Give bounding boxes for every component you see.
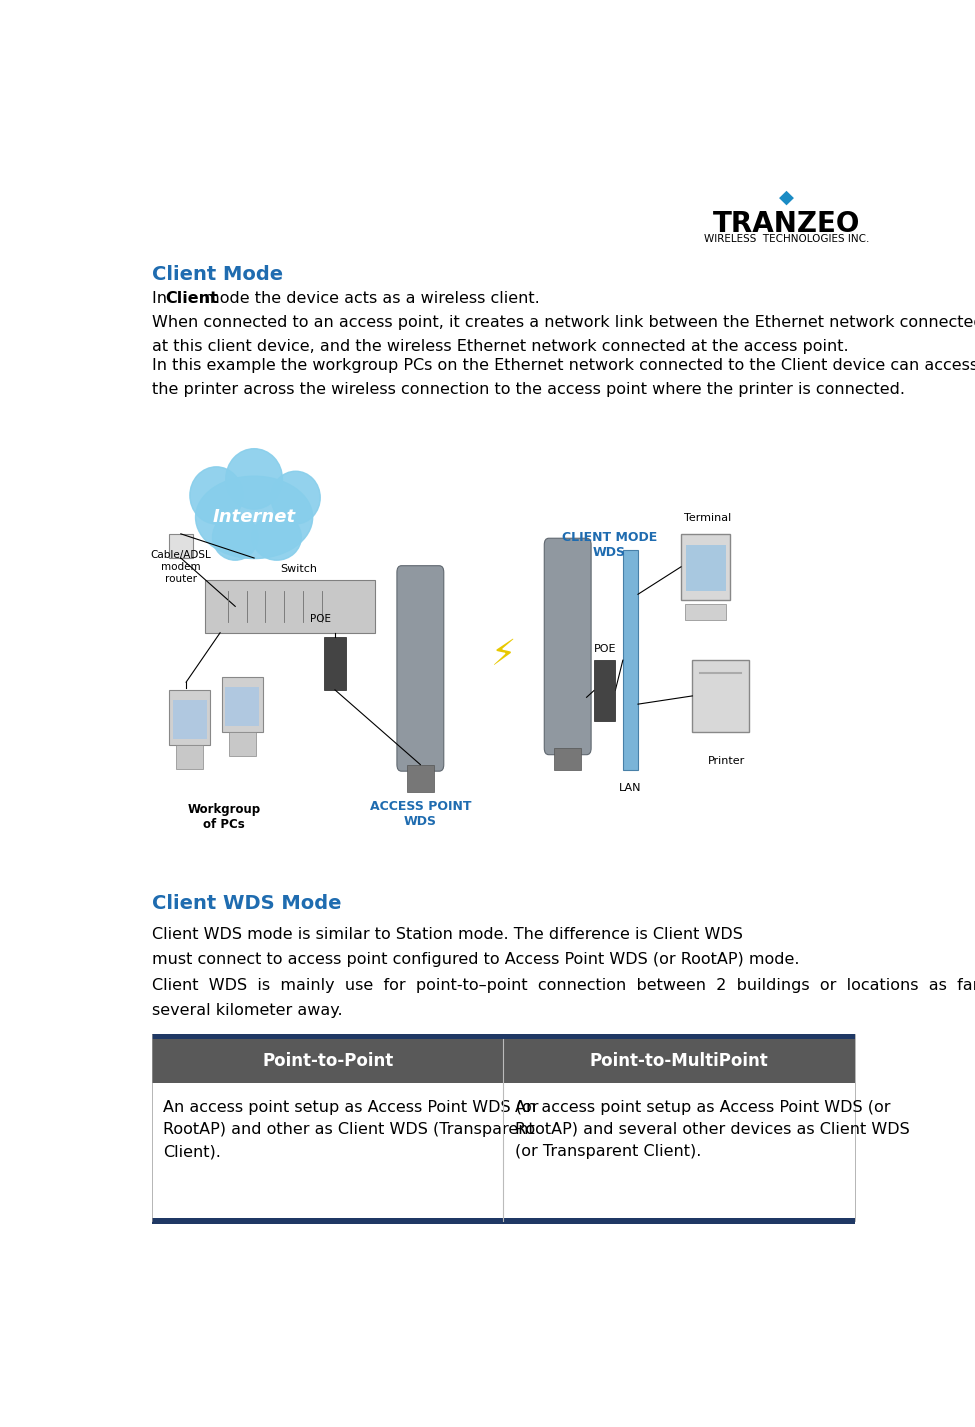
Ellipse shape	[226, 448, 283, 509]
Text: mode the device acts as a wireless client.: mode the device acts as a wireless clien…	[199, 291, 540, 305]
Text: In: In	[152, 291, 173, 305]
Ellipse shape	[253, 514, 301, 561]
Text: must connect to access point configured to Access Point WDS (or RootAP) mode.: must connect to access point configured …	[152, 952, 800, 968]
Text: Internet: Internet	[213, 508, 295, 527]
Text: When connected to an access point, it creates a network link between the Etherne: When connected to an access point, it cr…	[152, 315, 975, 330]
Text: CLIENT MODE
WDS: CLIENT MODE WDS	[562, 531, 657, 558]
Text: Point-to-MultiPoint: Point-to-MultiPoint	[590, 1052, 768, 1070]
FancyBboxPatch shape	[397, 565, 444, 771]
Text: LAN: LAN	[619, 783, 642, 793]
Text: WIRELESS  TECHNOLOGIES INC.: WIRELESS TECHNOLOGIES INC.	[704, 234, 870, 244]
Text: Switch: Switch	[280, 565, 317, 575]
FancyBboxPatch shape	[325, 636, 345, 689]
FancyBboxPatch shape	[685, 545, 725, 591]
Text: Point-to-Point: Point-to-Point	[262, 1052, 393, 1070]
Text: TRANZEO: TRANZEO	[713, 210, 861, 238]
FancyBboxPatch shape	[623, 551, 638, 771]
FancyBboxPatch shape	[152, 1039, 855, 1083]
FancyBboxPatch shape	[169, 689, 211, 745]
Text: ACCESS POINT
WDS: ACCESS POINT WDS	[370, 799, 471, 828]
FancyBboxPatch shape	[205, 579, 375, 632]
Text: ◆: ◆	[779, 188, 795, 207]
Text: ⚡: ⚡	[490, 638, 516, 672]
FancyBboxPatch shape	[692, 661, 749, 732]
FancyBboxPatch shape	[544, 538, 591, 755]
Text: An access point setup as Access Point WDS (or
RootAP) and several other devices : An access point setup as Access Point WD…	[515, 1100, 910, 1159]
Text: Cable/ADSL
modem
router: Cable/ADSL modem router	[150, 551, 212, 584]
Ellipse shape	[190, 467, 243, 524]
FancyBboxPatch shape	[684, 604, 726, 619]
FancyBboxPatch shape	[555, 748, 581, 771]
Ellipse shape	[196, 477, 313, 558]
Text: POE: POE	[310, 614, 332, 624]
FancyBboxPatch shape	[229, 732, 255, 756]
FancyBboxPatch shape	[152, 1083, 855, 1220]
FancyBboxPatch shape	[681, 534, 730, 599]
Ellipse shape	[271, 471, 320, 524]
Text: Workgroup
of PCs: Workgroup of PCs	[187, 803, 260, 831]
FancyBboxPatch shape	[152, 391, 855, 875]
FancyBboxPatch shape	[173, 699, 207, 739]
Text: Client WDS mode is similar to Station mode. The difference is Client WDS: Client WDS mode is similar to Station mo…	[152, 928, 743, 942]
Text: Terminal: Terminal	[683, 512, 731, 522]
FancyBboxPatch shape	[176, 745, 203, 769]
Text: Printer: Printer	[708, 756, 745, 766]
Text: Client: Client	[166, 291, 218, 305]
FancyBboxPatch shape	[152, 1033, 855, 1039]
Text: Client Mode: Client Mode	[152, 264, 283, 284]
FancyBboxPatch shape	[152, 1219, 855, 1224]
Text: POE: POE	[594, 644, 616, 654]
Text: at this client device, and the wireless Ethernet network connected at the access: at this client device, and the wireless …	[152, 340, 848, 354]
FancyBboxPatch shape	[408, 765, 434, 792]
Text: In this example the workgroup PCs on the Ethernet network connected to the Clien: In this example the workgroup PCs on the…	[152, 358, 975, 372]
Text: the printer across the wireless connection to the access point where the printer: the printer across the wireless connecti…	[152, 382, 905, 397]
Text: Client WDS Mode: Client WDS Mode	[152, 895, 341, 913]
FancyBboxPatch shape	[221, 676, 263, 732]
FancyBboxPatch shape	[169, 534, 193, 558]
Text: Client  WDS  is  mainly  use  for  point-to–point  connection  between  2  build: Client WDS is mainly use for point-to–po…	[152, 977, 975, 993]
FancyBboxPatch shape	[225, 686, 259, 726]
Text: An access point setup as Access Point WDS (or
RootAP) and other as Client WDS (T: An access point setup as Access Point WD…	[164, 1100, 539, 1159]
FancyBboxPatch shape	[594, 661, 615, 721]
Ellipse shape	[213, 514, 257, 561]
Text: several kilometer away.: several kilometer away.	[152, 1003, 343, 1017]
